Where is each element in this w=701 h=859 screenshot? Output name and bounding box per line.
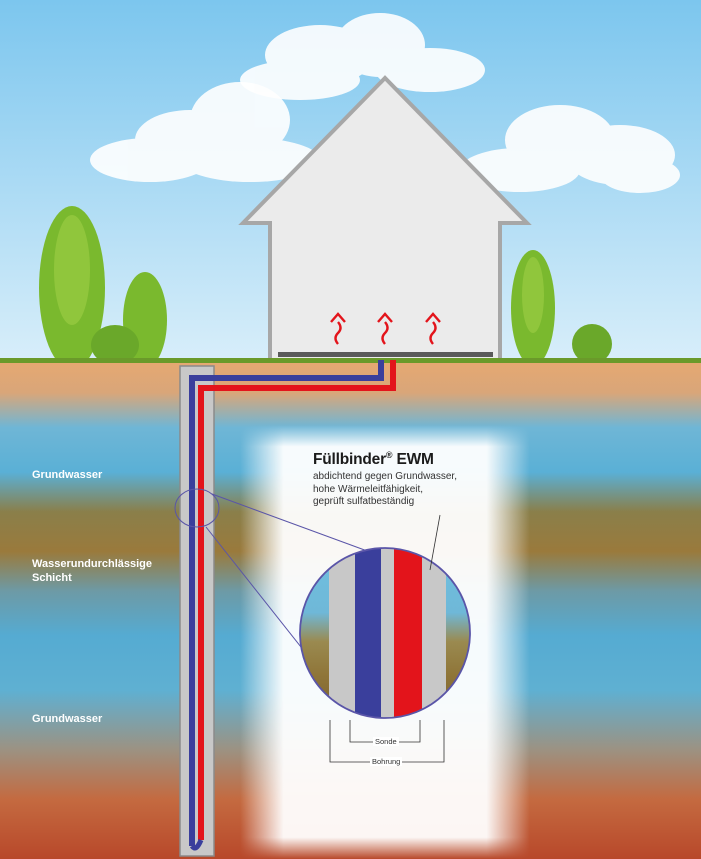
product-description: abdichtend gegen Grundwasser, hohe Wärme… <box>313 471 523 509</box>
layer-label-groundwater-top: Grundwasser <box>32 468 102 482</box>
borehole <box>180 366 214 856</box>
callout-probe: Sonde <box>373 737 399 746</box>
callout-borehole: Bohrung <box>370 757 402 766</box>
layer-label-impermeable: Wasserundurchlässige Schicht <box>32 557 152 585</box>
product-title: Füllbinder® EWM <box>313 450 434 469</box>
product-line: hohe Wärmeleitfähigkeit, <box>313 484 523 497</box>
product-suffix: EWM <box>392 451 433 468</box>
product-line: geprüft sulfatbeständig <box>313 496 523 509</box>
layer-label-groundwater-bottom: Grundwasser <box>32 712 102 726</box>
product-line: abdichtend gegen Grundwasser, <box>313 471 523 484</box>
grass-line <box>0 358 701 363</box>
product-name: Füllbinder <box>313 451 386 468</box>
